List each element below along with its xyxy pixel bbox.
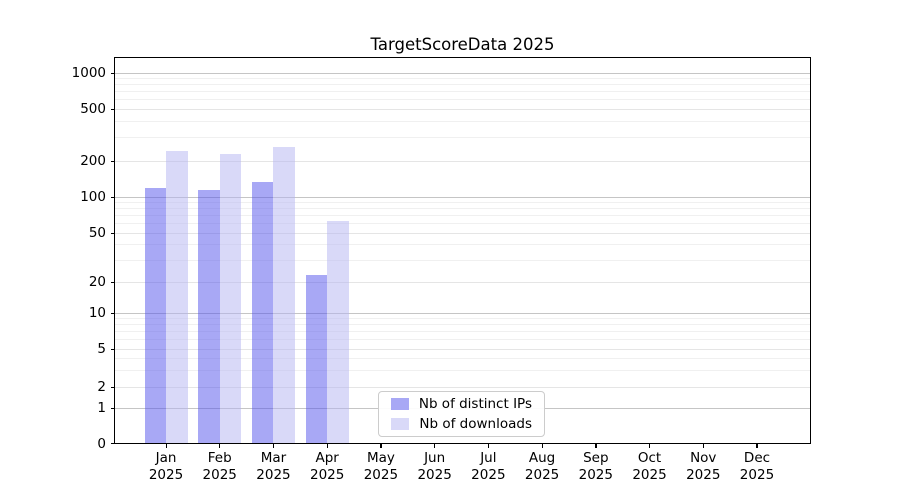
plot-border — [113, 56, 811, 444]
y-tick-label-5: 5 — [97, 341, 106, 357]
gridline-y-500 — [115, 108, 811, 110]
legend-item-downloads: Nb of downloads — [391, 415, 532, 432]
x-tick-label-nov: Nov 2025 — [686, 450, 721, 483]
y-tick-2 — [110, 386, 115, 388]
legend-label-distinct-ips: Nb of distinct IPs — [418, 395, 532, 412]
x-tick-jan — [165, 444, 167, 449]
gridline-y-4 — [115, 357, 811, 359]
gridline-y-5 — [115, 348, 811, 350]
y-tick-20 — [110, 281, 115, 283]
gridline-y-40 — [115, 244, 811, 246]
y-tick-5 — [110, 348, 115, 350]
gridline-y-8 — [115, 324, 811, 326]
gridline-y-6 — [115, 339, 811, 341]
gridline-y-7 — [115, 331, 811, 333]
y-tick-label-1000: 1000 — [71, 65, 106, 81]
gridline-y-400 — [115, 121, 811, 123]
x-tick-jul — [487, 444, 490, 449]
y-tick-label-0: 0 — [97, 435, 106, 452]
gridline-y-100 — [115, 196, 811, 198]
x-tick-jun — [434, 444, 436, 449]
gridline-y-700 — [115, 91, 811, 93]
gridline-y-9 — [115, 317, 811, 319]
legend-label-downloads: Nb of downloads — [419, 415, 532, 432]
x-tick-nov — [702, 444, 704, 449]
gridline-y-10 — [115, 312, 811, 314]
y-tick-label-200: 200 — [80, 153, 106, 169]
gridline-y-50 — [115, 232, 811, 234]
y-tick-label-20: 20 — [88, 274, 106, 290]
legend-item-distinct-ips: Nb of distinct IPs — [391, 395, 532, 412]
y-tick-0 — [110, 443, 115, 445]
x-tick-label-jul: Jul 2025 — [471, 450, 506, 483]
gridline-y-3 — [115, 369, 811, 371]
x-tick-sep — [595, 444, 597, 449]
bar-downloads-mar — [273, 146, 295, 444]
y-tick-label-500: 500 — [80, 101, 106, 117]
chart-title: TargetScoreData 2025 — [370, 35, 555, 54]
y-tick-200 — [110, 160, 115, 162]
legend-swatch-distinct-ips — [391, 397, 409, 411]
gridline-y-80 — [115, 208, 811, 210]
gridline-y-70 — [115, 215, 811, 217]
gridline-y-300 — [115, 137, 811, 139]
gridline-y-1000 — [115, 72, 811, 74]
y-tick-label-2: 2 — [97, 379, 106, 395]
y-tick-label-10: 10 — [88, 305, 106, 321]
x-tick-oct — [649, 444, 651, 449]
x-tick-label-jun: Jun 2025 — [417, 450, 452, 483]
bar-distinct-ips-feb — [198, 190, 220, 444]
x-tick-mar — [272, 444, 275, 449]
y-tick-500 — [110, 108, 115, 110]
gridline-y-800 — [115, 84, 811, 86]
gridline-y-200 — [115, 160, 811, 162]
legend: Nb of distinct IPs Nb of downloads — [378, 391, 545, 437]
x-tick-label-may: May 2025 — [363, 450, 399, 483]
gridline-y-60 — [115, 223, 811, 225]
x-tick-label-aug: Aug 2025 — [524, 450, 560, 483]
x-tick-feb — [219, 444, 221, 449]
y-tick-label-100: 100 — [80, 189, 106, 205]
x-tick-label-oct: Oct 2025 — [632, 450, 667, 483]
gridline-y-20 — [115, 281, 811, 283]
gridline-y-30 — [115, 259, 811, 261]
gridline-y-900 — [115, 77, 811, 79]
y-tick-1 — [110, 407, 115, 409]
bar-distinct-ips-apr — [305, 274, 328, 444]
gridline-y-2 — [115, 386, 811, 388]
bar-downloads-jan — [166, 151, 188, 444]
bar-distinct-ips-jan — [144, 187, 166, 444]
y-tick-1000 — [110, 72, 115, 74]
x-tick-label-jan: Jan 2025 — [148, 450, 184, 483]
x-tick-label-apr: Apr 2025 — [309, 450, 345, 483]
y-tick-50 — [110, 232, 115, 234]
x-tick-dec — [756, 444, 758, 449]
gridline-y-600 — [115, 99, 811, 101]
y-tick-10 — [110, 312, 115, 314]
y-tick-100 — [110, 196, 115, 198]
x-tick-apr — [326, 444, 328, 449]
x-tick-label-feb: Feb 2025 — [202, 450, 237, 483]
x-tick-label-dec: Dec 2025 — [739, 450, 775, 483]
legend-swatch-downloads — [391, 417, 410, 431]
x-tick-may — [380, 444, 382, 449]
gridline-y-90 — [115, 201, 811, 203]
y-tick-label-50: 50 — [88, 225, 106, 241]
x-tick-aug — [541, 444, 543, 449]
bar-downloads-feb — [219, 154, 242, 444]
y-tick-label-1: 1 — [97, 400, 106, 416]
x-tick-label-sep: Sep 2025 — [578, 450, 613, 483]
x-tick-label-mar: Mar 2025 — [256, 450, 291, 483]
bar-downloads-apr — [327, 220, 349, 444]
bar-distinct-ips-mar — [251, 182, 274, 444]
